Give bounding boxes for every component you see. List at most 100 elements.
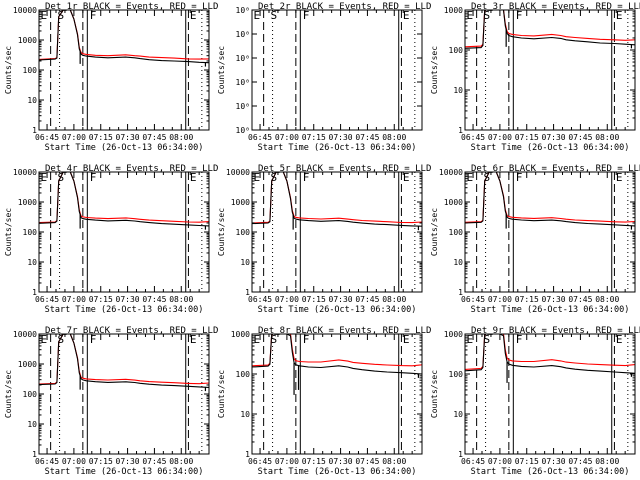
x-tick-label: 07:30 [116, 295, 140, 304]
plot-frame [251, 333, 423, 455]
y-tick-label: 1 [458, 126, 463, 135]
series-line-events [465, 10, 635, 49]
x-tick-label: 07:00 [488, 295, 512, 304]
x-tick-label: 07:45 [142, 133, 166, 142]
series-line-events [465, 334, 635, 374]
y-tick-label: 100 [23, 228, 38, 237]
x-tick-label: 07:30 [116, 457, 140, 466]
y-tick-label: 10 [453, 86, 463, 95]
marker-f: F [516, 9, 523, 22]
y-axis-label: Counts/sec [4, 46, 13, 94]
plot-frame [464, 9, 636, 131]
marker-e: E [254, 171, 261, 184]
x-tick-label: 07:45 [355, 457, 379, 466]
x-tick-label: 07:15 [89, 457, 113, 466]
series-group [39, 10, 209, 67]
x-tick-label: 07:45 [142, 457, 166, 466]
series-group [465, 334, 635, 383]
x-axis-label: Start Time (26-Oct-13 06:34:00) [471, 305, 630, 315]
marker-e: E [190, 333, 197, 346]
y-tick-label: 100 [236, 228, 251, 237]
x-tick-label: 07:45 [568, 133, 592, 142]
panel-title: Det_6r BLACK = Events, RED = LLD [471, 164, 640, 174]
x-tick-label: 07:45 [142, 295, 166, 304]
y-tick-label: 10 [27, 420, 37, 429]
y-tick-label: 1 [245, 450, 250, 459]
x-tick-label: 07:00 [488, 457, 512, 466]
series-line-lld [39, 334, 209, 385]
panel-title: Det_2r BLACK = Events, RED = LLD [258, 2, 431, 12]
marker-e: E [41, 333, 48, 346]
y-axis-label: Counts/sec [217, 208, 226, 256]
y-axis-label: Counts/sec [217, 46, 226, 94]
panel-title: Det_4r BLACK = Events, RED = LLD [45, 164, 218, 174]
marker-e: E [403, 333, 410, 346]
y-tick-label: 1000 [231, 330, 250, 339]
x-tick-label: 08:00 [382, 133, 406, 142]
marker-f: F [303, 9, 310, 22]
x-tick-label: 08:00 [595, 457, 619, 466]
series-line-lld [465, 10, 635, 48]
marker-e: E [467, 171, 474, 184]
x-tick-label: 08:00 [169, 295, 193, 304]
marker-e: E [190, 171, 197, 184]
y-tick-label: 10⁰ [236, 30, 250, 39]
series-group [39, 172, 209, 230]
x-tick-label: 07:15 [302, 295, 326, 304]
y-tick-label: 100 [449, 46, 464, 55]
x-tick-label: 07:00 [62, 133, 86, 142]
y-tick-label: 10000 [13, 168, 37, 177]
marker-s: S [271, 9, 278, 22]
y-tick-label: 10 [27, 96, 37, 105]
x-tick-label: 08:00 [382, 295, 406, 304]
series-line-lld [465, 334, 635, 370]
series-line-events [39, 172, 209, 227]
series-group [465, 172, 635, 230]
x-tick-label: 08:00 [169, 457, 193, 466]
x-axis-label: Start Time (26-Oct-13 06:34:00) [45, 305, 204, 315]
series-line-events [39, 334, 209, 388]
marker-e: E [254, 333, 261, 346]
x-tick-label: 07:45 [568, 457, 592, 466]
y-tick-label: 100 [236, 370, 251, 379]
x-tick-label: 06:45 [35, 457, 59, 466]
x-tick-label: 07:00 [62, 457, 86, 466]
marker-s: S [58, 333, 65, 346]
x-tick-label: 07:45 [568, 295, 592, 304]
panel-title: Det_7r BLACK = Events, RED = LLD [45, 326, 218, 336]
y-tick-label: 1000 [18, 36, 37, 45]
series-group [252, 334, 422, 395]
x-tick-label: 07:15 [515, 295, 539, 304]
plot-frame [464, 171, 636, 293]
marker-f: F [90, 171, 97, 184]
panel-title: Det_1r BLACK = Events, RED = LLD [45, 2, 218, 12]
y-tick-label: 1 [32, 126, 37, 135]
y-tick-label: 10 [240, 258, 250, 267]
y-tick-label: 10⁰ [236, 78, 250, 87]
y-tick-label: 1000 [444, 6, 463, 15]
y-tick-label: 1000 [18, 198, 37, 207]
marker-f: F [303, 171, 310, 184]
y-tick-label: 10000 [439, 168, 463, 177]
marker-e: E [616, 9, 623, 22]
y-tick-label: 100 [449, 370, 464, 379]
y-tick-label: 1000 [18, 360, 37, 369]
x-tick-label: 07:00 [275, 133, 299, 142]
x-tick-label: 07:15 [89, 295, 113, 304]
y-tick-label: 1 [32, 288, 37, 297]
y-tick-label: 10000 [13, 6, 37, 15]
x-axis-label: Start Time (26-Oct-13 06:34:00) [45, 467, 204, 477]
y-axis-label: Counts/sec [4, 370, 13, 418]
x-axis-label: Start Time (26-Oct-13 06:34:00) [471, 467, 630, 477]
marker-e: E [403, 171, 410, 184]
x-tick-label: 06:45 [461, 133, 485, 142]
x-tick-label: 06:45 [248, 457, 272, 466]
marker-e: E [41, 9, 48, 22]
y-tick-label: 1000 [444, 330, 463, 339]
marker-e: E [616, 171, 623, 184]
